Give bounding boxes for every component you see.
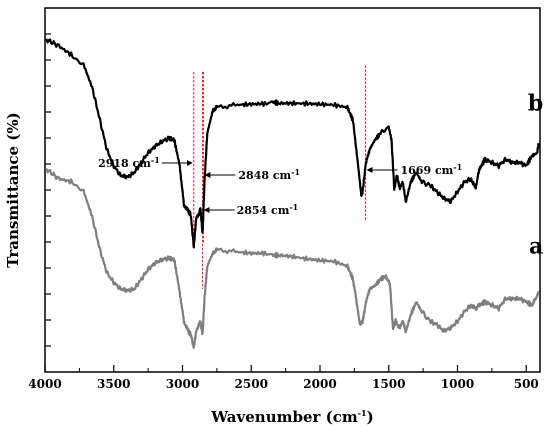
x-tick-label: 2000 — [303, 377, 336, 391]
plot-area-frame — [44, 7, 541, 373]
annotation-label-2848: 2848 cm-1 — [238, 167, 300, 182]
y-axis-ticks — [45, 33, 51, 347]
x-tick-label: 1500 — [372, 377, 405, 391]
x-axis-ticks: 4000 3500 3000 2500 2000 1500 1000 500 — [28, 365, 539, 391]
annotation-label-2918: 2918 cm-1 — [98, 155, 160, 170]
peak-annotations: 2918 cm-1 2854 cm-1 2848 cm-1 1669 cm-1 — [98, 155, 462, 217]
x-tick-label: 3000 — [166, 377, 199, 391]
x-axis-title: Wavenumber (cm-1) — [210, 408, 373, 426]
x-tick-label: 3500 — [97, 377, 130, 391]
curve-label-b: b — [528, 91, 543, 117]
y-axis-title: Transmittance (%) — [4, 112, 22, 267]
x-tick-label: 1000 — [441, 377, 474, 391]
spectra-series — [45, 38, 540, 349]
series-a-line — [45, 168, 540, 349]
x-tick-label: 2500 — [235, 377, 268, 391]
peak-marker-lines — [193, 65, 367, 289]
x-tick-label: 4000 — [28, 377, 61, 391]
curve-labels: ba — [528, 91, 543, 260]
x-tick-label: 500 — [514, 377, 539, 391]
series-b-line — [45, 38, 540, 249]
curve-label-a: a — [529, 233, 543, 259]
annotation-label-1669: 1669 cm-1 — [401, 162, 463, 177]
annotation-label-2854: 2854 cm-1 — [237, 202, 299, 217]
